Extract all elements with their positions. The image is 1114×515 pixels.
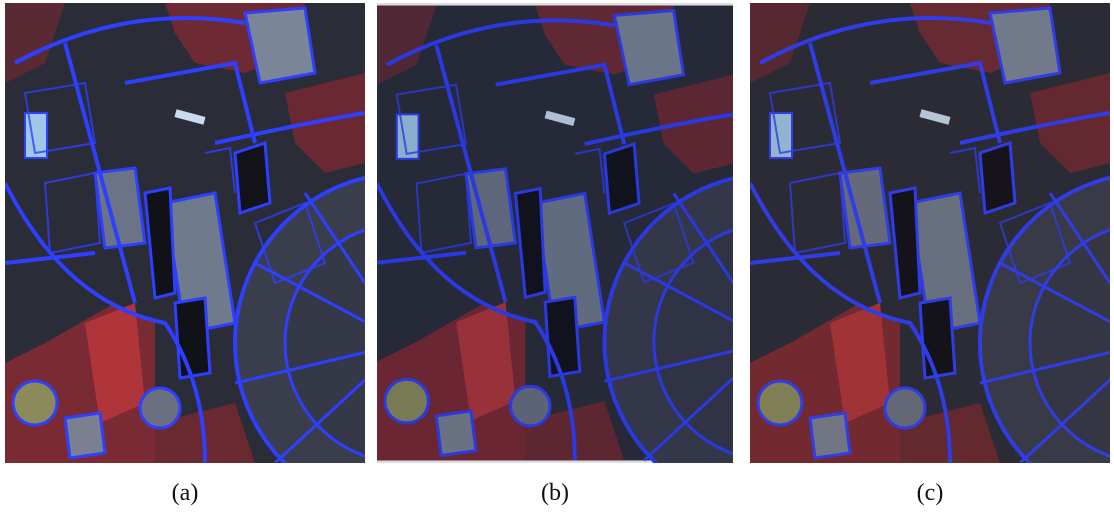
image-tint: [377, 3, 733, 463]
panel-group: (a) (b) (c): [5, 3, 1114, 513]
image-tint: [750, 3, 1110, 463]
panel-label: (a): [172, 480, 199, 506]
panel-label: (b): [541, 480, 569, 506]
figure: (a) (b) (c): [0, 0, 1114, 515]
panel-label: (c): [917, 480, 944, 506]
